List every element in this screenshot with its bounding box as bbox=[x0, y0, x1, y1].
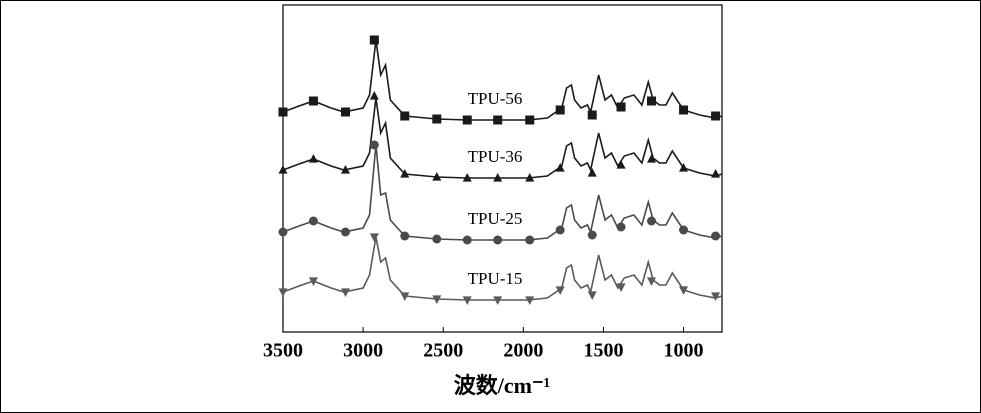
marker bbox=[278, 107, 288, 117]
series-label: TPU-25 bbox=[468, 209, 523, 228]
marker bbox=[369, 140, 379, 150]
marker bbox=[711, 231, 721, 241]
marker bbox=[493, 296, 503, 305]
marker bbox=[555, 286, 565, 295]
marker bbox=[462, 115, 472, 125]
marker bbox=[555, 163, 565, 172]
series-line bbox=[282, 39, 723, 121]
marker bbox=[462, 235, 472, 245]
marker bbox=[647, 96, 657, 106]
marker bbox=[278, 165, 288, 174]
x-tick-label: 1000 bbox=[664, 340, 704, 362]
marker bbox=[555, 225, 565, 235]
marker bbox=[587, 110, 597, 120]
marker bbox=[369, 35, 379, 45]
marker bbox=[679, 105, 689, 115]
marker bbox=[711, 292, 721, 301]
marker bbox=[616, 102, 626, 112]
series-label: TPU-15 bbox=[468, 269, 523, 288]
marker bbox=[278, 288, 288, 297]
marker bbox=[711, 169, 721, 178]
marker bbox=[711, 111, 721, 121]
marker bbox=[432, 295, 442, 304]
marker bbox=[587, 168, 597, 177]
marker bbox=[679, 286, 689, 295]
x-tick-label: 2000 bbox=[503, 340, 543, 362]
marker bbox=[340, 107, 350, 117]
series-line bbox=[282, 97, 723, 179]
x-tick-label: 2500 bbox=[423, 340, 463, 362]
marker bbox=[493, 115, 503, 125]
marker bbox=[432, 114, 442, 124]
x-axis-label: 波数/cm⁻¹ bbox=[454, 373, 550, 398]
marker bbox=[432, 234, 442, 244]
marker bbox=[462, 296, 472, 305]
marker bbox=[679, 163, 689, 172]
marker bbox=[308, 96, 318, 106]
marker bbox=[432, 172, 442, 181]
series-label: TPU-36 bbox=[468, 147, 523, 166]
marker bbox=[587, 291, 597, 300]
series-line bbox=[282, 144, 723, 241]
marker bbox=[278, 227, 288, 237]
marker bbox=[462, 173, 472, 182]
marker bbox=[400, 231, 410, 241]
marker bbox=[340, 227, 350, 237]
marker bbox=[400, 292, 410, 301]
marker bbox=[369, 233, 379, 242]
marker bbox=[525, 296, 535, 305]
marker bbox=[555, 105, 565, 115]
marker bbox=[493, 235, 503, 245]
marker bbox=[308, 277, 318, 286]
marker bbox=[616, 160, 626, 169]
marker bbox=[340, 288, 350, 297]
x-tick-label: 1500 bbox=[583, 340, 623, 362]
marker bbox=[616, 222, 626, 232]
x-tick-label: 3000 bbox=[343, 340, 383, 362]
marker bbox=[525, 115, 535, 125]
marker bbox=[647, 154, 657, 163]
marker bbox=[525, 235, 535, 245]
marker bbox=[308, 154, 318, 163]
marker bbox=[400, 111, 410, 121]
x-tick-label: 3500 bbox=[263, 340, 303, 362]
series-label: TPU-56 bbox=[468, 89, 523, 108]
marker bbox=[340, 165, 350, 174]
marker bbox=[587, 230, 597, 240]
marker bbox=[369, 91, 379, 100]
marker bbox=[308, 216, 318, 226]
marker bbox=[493, 173, 503, 182]
marker bbox=[400, 169, 410, 178]
series-line bbox=[282, 236, 723, 301]
marker bbox=[525, 173, 535, 182]
marker bbox=[679, 225, 689, 235]
marker bbox=[647, 277, 657, 286]
marker bbox=[647, 216, 657, 226]
marker bbox=[616, 283, 626, 292]
